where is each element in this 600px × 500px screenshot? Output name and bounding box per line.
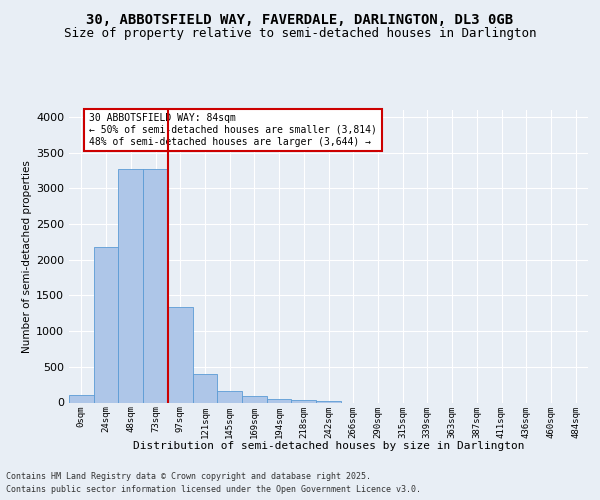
Bar	[168, 307, 193, 402]
Bar	[267, 399, 292, 402]
Bar	[242, 396, 267, 402]
Bar	[94, 248, 118, 402]
Text: Contains public sector information licensed under the Open Government Licence v3: Contains public sector information licen…	[6, 485, 421, 494]
Text: Size of property relative to semi-detached houses in Darlington: Size of property relative to semi-detach…	[64, 28, 536, 40]
Bar	[217, 390, 242, 402]
Text: Distribution of semi-detached houses by size in Darlington: Distribution of semi-detached houses by …	[133, 441, 524, 451]
Bar	[193, 374, 217, 402]
Bar	[292, 400, 316, 402]
Text: 30 ABBOTSFIELD WAY: 84sqm
← 50% of semi-detached houses are smaller (3,814)
48% : 30 ABBOTSFIELD WAY: 84sqm ← 50% of semi-…	[89, 114, 377, 146]
Text: 30, ABBOTSFIELD WAY, FAVERDALE, DARLINGTON, DL3 0GB: 30, ABBOTSFIELD WAY, FAVERDALE, DARLINGT…	[86, 12, 514, 26]
Text: Contains HM Land Registry data © Crown copyright and database right 2025.: Contains HM Land Registry data © Crown c…	[6, 472, 371, 481]
Y-axis label: Number of semi-detached properties: Number of semi-detached properties	[22, 160, 32, 352]
Bar	[69, 394, 94, 402]
Bar	[118, 169, 143, 402]
Bar	[143, 169, 168, 402]
